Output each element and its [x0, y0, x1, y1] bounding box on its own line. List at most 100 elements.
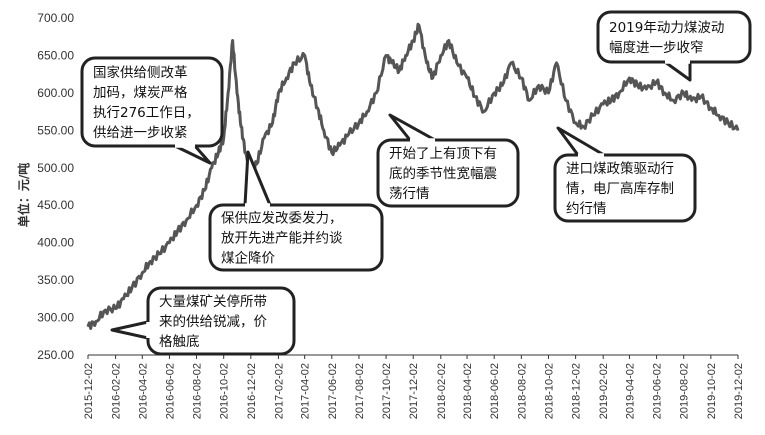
data-point [176, 230, 179, 233]
data-point [602, 103, 604, 105]
data-point [114, 307, 117, 310]
data-point [366, 111, 368, 113]
data-point [331, 152, 333, 154]
data-point [385, 54, 387, 57]
data-point [122, 298, 125, 300]
data-point [87, 325, 89, 328]
x-tick-label: 2016-02-02 [111, 363, 123, 419]
data-point [203, 189, 206, 191]
x-tick-label: 2016-06-02 [164, 363, 176, 419]
data-point [211, 167, 213, 169]
data-point [493, 92, 495, 94]
data-point [339, 144, 341, 146]
data-point [316, 107, 319, 109]
data-point [456, 62, 458, 64]
data-point [691, 99, 693, 101]
x-tick-label: 2018-12-02 [571, 363, 583, 419]
data-point [636, 84, 639, 86]
data-point [398, 69, 401, 72]
data-point [358, 122, 360, 124]
callout-text-line: 约行情 [566, 201, 607, 217]
callout-tail [173, 144, 212, 165]
x-tick-label: 2016-12-02 [246, 363, 258, 419]
data-point [95, 320, 97, 322]
data-point [425, 62, 428, 64]
x-tick-label: 2019-04-02 [624, 363, 636, 419]
x-tick-label: 2016-08-02 [192, 363, 204, 419]
y-tick-label: 250.00 [37, 348, 74, 362]
data-point [104, 309, 106, 311]
callout-text-line: 煤企降价 [221, 250, 275, 267]
y-tick-label: 450.00 [37, 198, 74, 212]
callout-text-line: 保供应发改委发力， [221, 210, 343, 227]
x-tick-label: 2016-10-02 [219, 363, 231, 419]
y-tick-label: 300.00 [37, 311, 74, 325]
x-tick-label: 2017-04-02 [300, 363, 312, 419]
data-point [285, 77, 288, 79]
data-point [672, 99, 675, 101]
data-point [538, 84, 540, 86]
callout-box [553, 153, 697, 223]
x-axis: 2015-12-02 2016-02-02 2016-04-02 2016-06-02… [83, 354, 745, 419]
callout-text-line: 国家供给侧改革 [93, 64, 188, 81]
callout-text-line: 大量煤矿关停所带 [159, 293, 267, 310]
data-point [583, 125, 585, 128]
data-point [309, 84, 312, 86]
y-axis: 250.00 300.00 350.00 400.00 450.00 500.00 550.… [37, 11, 74, 362]
y-tick-label: 550.00 [37, 123, 74, 137]
data-point [375, 92, 377, 94]
data-point [272, 122, 274, 124]
y-tick-label: 400.00 [37, 236, 74, 250]
data-point [555, 62, 558, 64]
x-tick-label: 2015-12-02 [83, 363, 95, 419]
data-point [592, 114, 594, 116]
data-point [223, 137, 225, 139]
x-tick-label: 2018-02-02 [436, 363, 448, 419]
data-point [618, 92, 620, 94]
data-point [277, 92, 280, 94]
y-tick-label: 500.00 [37, 161, 74, 175]
data-point [227, 92, 229, 94]
data-point [217, 152, 219, 154]
y-tick-label: 600.00 [37, 86, 74, 100]
callout-text-line: 来的供给锐减，价 [159, 314, 267, 330]
callout-box [208, 203, 384, 272]
data-point [256, 163, 258, 165]
data-point [448, 39, 450, 42]
x-tick-label: 2017-08-02 [354, 363, 366, 419]
data-point [718, 114, 720, 116]
data-point [655, 81, 658, 83]
x-tick-label: 2018-08-02 [516, 363, 528, 419]
callout-text-line: 放开先进产能并约谈 [221, 231, 343, 247]
data-point [323, 129, 325, 131]
callout-tail [388, 113, 437, 142]
data-point [195, 204, 198, 206]
data-point [727, 122, 729, 124]
data-point [565, 99, 567, 101]
callout-text-line: 加码，煤炭严格 [93, 85, 188, 101]
callout-tail [110, 320, 150, 340]
x-tick-label: 2019-10-02 [706, 363, 718, 419]
x-tick-label: 2018-06-02 [489, 363, 501, 419]
data-point [293, 62, 296, 64]
data-point [547, 92, 550, 94]
x-tick-label: 2019-06-02 [652, 363, 664, 419]
data-point [501, 84, 503, 86]
x-tick-label: 2019-12-02 [733, 363, 745, 419]
y-tick-label: 350.00 [37, 273, 74, 287]
data-point [141, 272, 143, 274]
callout-box [80, 56, 224, 148]
x-tick-label: 2019-02-02 [598, 363, 610, 419]
data-point [483, 111, 485, 113]
x-tick-label: 2017-02-02 [273, 363, 285, 419]
x-tick-label: 2019-08-02 [679, 363, 691, 419]
data-point [131, 287, 133, 289]
data-point [158, 253, 160, 255]
data-point [149, 260, 151, 262]
